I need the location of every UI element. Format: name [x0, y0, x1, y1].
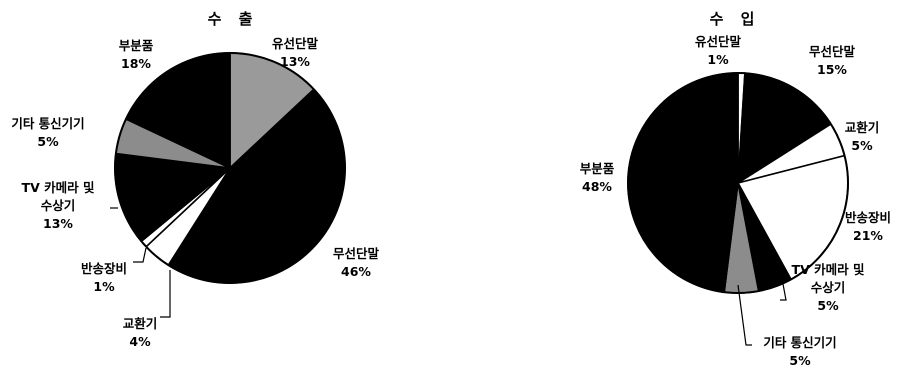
pie-slice [627, 72, 739, 293]
export-pie-slices [114, 52, 346, 284]
slice-label: 반송장비 1% [81, 261, 127, 294]
import-pie-labels: 유선단말 1% 무선단말 15% 교환기 5% 반송장비 21% TV 카메라 및 수상기 5% 기타… [580, 34, 891, 368]
slice-label: 기타 통신기기 5% [763, 335, 836, 368]
slice-label: 유선단말 1% [695, 34, 742, 67]
slice-label: 기타 통신기기 5% [11, 116, 84, 149]
export-pie-chart: 수 출 유선단말 13% 무선단말 46% 교환기 4% 반송장비 1% TV 카메라 및 수상기… [11, 10, 379, 349]
slice-label: 무선단말 15% [809, 44, 856, 77]
slice-label: 무선단말 46% [333, 246, 380, 279]
leader-line [160, 270, 171, 318]
pie-outline [114, 52, 346, 284]
leader-line [133, 247, 147, 263]
slice-label: 부분품 48% [580, 161, 615, 194]
export-pie-labels: 유선단말 13% 무선단말 46% 교환기 4% 반송장비 1% TV 카메라 및 수상기 13% 기… [11, 36, 379, 349]
import-chart-title: 수 입 [710, 10, 761, 28]
slice-label: 반송장비 21% [845, 210, 891, 243]
slice-label: 교환기 4% [123, 316, 158, 349]
slice-label: 부분품 18% [119, 38, 154, 71]
leader-line [779, 267, 787, 301]
slice-label: 유선단말 13% [272, 36, 319, 69]
export-chart-title: 수 출 [208, 10, 259, 28]
slice-label: TV 카메라 및 수상기 5% [792, 262, 865, 313]
slice-label: TV 카메라 및 수상기 13% [22, 180, 95, 231]
pie-outline [627, 72, 849, 294]
import-pie-slices [627, 72, 849, 294]
import-pie-chart: 수 입 유선단말 1% 무선단말 15% 교환기 5% 반송장비 21% TV 카메라 및 수상기… [580, 10, 891, 368]
slice-label: 교환기 5% [845, 120, 880, 153]
leader-line [737, 284, 752, 346]
